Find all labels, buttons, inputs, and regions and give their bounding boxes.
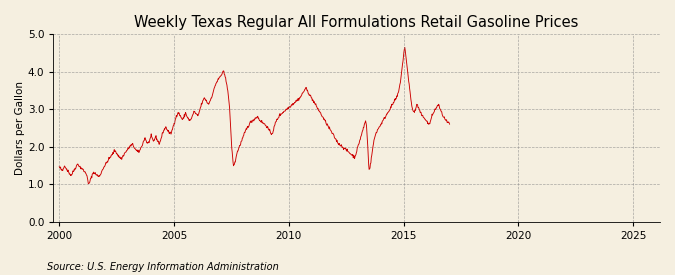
Y-axis label: Dollars per Gallon: Dollars per Gallon: [15, 81, 25, 175]
Text: Source: U.S. Energy Information Administration: Source: U.S. Energy Information Administ…: [47, 262, 279, 272]
Title: Weekly Texas Regular All Formulations Retail Gasoline Prices: Weekly Texas Regular All Formulations Re…: [134, 15, 579, 30]
